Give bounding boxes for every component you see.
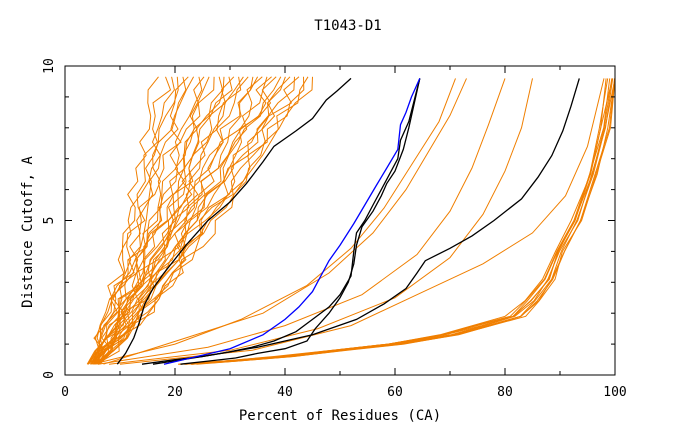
orange-curve-mid	[92, 78, 456, 365]
orange-curve-steep	[89, 76, 175, 365]
x-tick-label: 40	[277, 385, 293, 400]
orange-curve-steep	[87, 76, 286, 365]
y-axis-label: Distance Cutoff, A	[20, 156, 36, 308]
orange-curve-steep	[86, 76, 203, 365]
orange-curve-shallow	[183, 78, 613, 365]
model-black-2-line	[141, 78, 421, 365]
x-tick-label: 60	[387, 385, 403, 400]
orange-curve-steep	[89, 76, 189, 365]
orange-curve-shallow	[185, 78, 613, 365]
orange-curve-shallow	[191, 78, 615, 365]
x-axis-label: Percent of Residues (CA)	[239, 408, 441, 424]
y-tick-label: 10	[42, 58, 57, 74]
orange-curve-steep	[93, 76, 233, 365]
axis-ticks: 0 20 40 60 80 100 0 5 10	[42, 58, 627, 400]
model-black-4-line	[152, 78, 580, 365]
orange-curve-shallow	[196, 78, 616, 365]
chart-title: T1043-D1	[314, 18, 381, 34]
orange-curve-steep	[95, 76, 210, 365]
orange-curve-steep	[92, 76, 179, 365]
x-tick-label: 80	[497, 385, 513, 400]
highlighted-curves	[116, 77, 580, 365]
orange-curve-mid	[103, 78, 467, 365]
y-tick-label: 5	[42, 217, 57, 225]
x-tick-label: 0	[61, 385, 69, 400]
orange-curve-steep	[94, 76, 291, 365]
orange-curve-steep	[93, 76, 159, 365]
orange-curve-steep	[88, 76, 249, 365]
y-tick-label: 0	[42, 371, 57, 379]
orange-curve-mid	[119, 78, 605, 365]
orange-curve-shallow	[178, 78, 607, 365]
orange-curve-steep	[94, 76, 195, 365]
orange-curve-steep	[94, 76, 244, 365]
orange-curve-steep	[94, 76, 205, 365]
orange-curve-steep	[97, 76, 313, 365]
orange-curve-mid	[97, 78, 506, 365]
orange-curve-steep	[97, 76, 259, 365]
model-black-1-line	[116, 77, 352, 365]
orange-curve-shallow	[185, 78, 614, 365]
plot-frame	[64, 65, 616, 376]
model-black-3-line	[180, 78, 421, 365]
x-tick-label: 20	[167, 385, 183, 400]
orange-curve-steep	[97, 76, 254, 365]
x-tick-label: 100	[603, 385, 626, 400]
orange-curve-shallow	[191, 78, 616, 365]
orange-curve-steep	[87, 76, 242, 365]
orange-curve-steep	[94, 76, 300, 365]
model-blue-line	[163, 78, 421, 365]
orange-curve-mid	[108, 78, 533, 365]
orange-curves	[86, 76, 616, 365]
